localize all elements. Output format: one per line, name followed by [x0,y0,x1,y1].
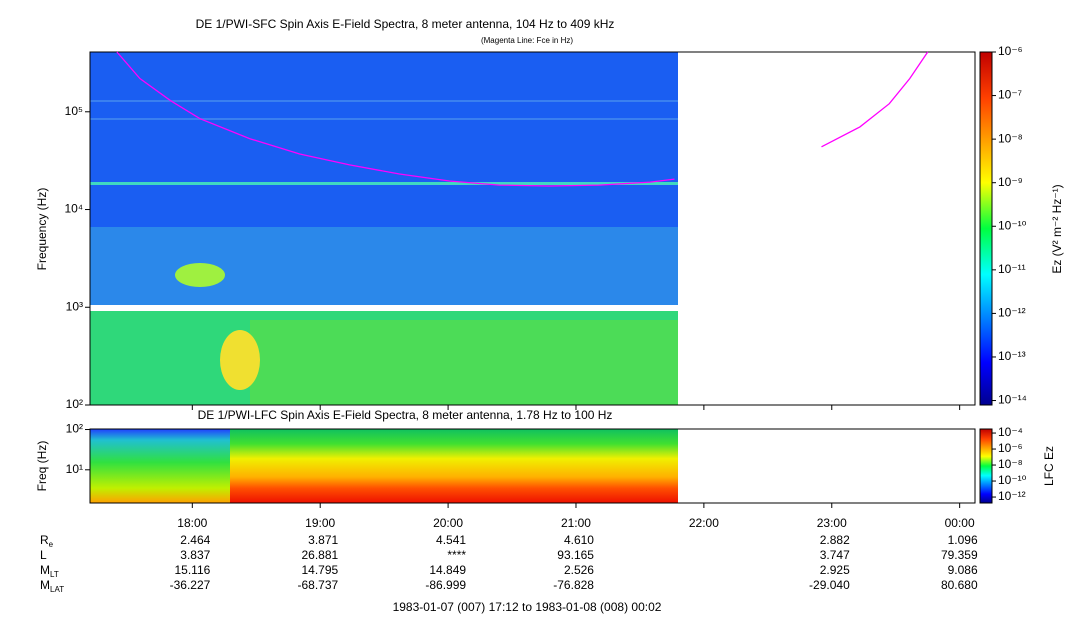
ephemeris-value: 26.881 [301,548,338,562]
ephemeris-value: 3.837 [180,548,210,562]
ephemeris-row-label: Re [40,533,54,549]
ephemeris-value: 2.526 [564,563,594,577]
y-tick-label: 10¹ [66,462,83,476]
ephemeris-value: 2.925 [820,563,850,577]
ephemeris-value: -76.828 [553,578,594,592]
title: DE 1/PWI-SFC Spin Axis E-Field Spectra, … [196,17,615,31]
colorbar-tick-label: 10⁻⁴ [998,425,1023,439]
ephemeris-value: 2.464 [180,533,210,547]
colorbar-tick-label: 10⁻¹⁰ [998,473,1027,487]
ephemeris-value: 3.871 [308,533,338,547]
colorbar-tick-label: 10⁻⁸ [998,131,1023,145]
ephemeris-value: 2.882 [820,533,850,547]
spectrogram-image [90,52,678,503]
colorbar-label: Ez (V² m⁻² Hz⁻¹) [1050,184,1064,273]
y-tick-label: 10⁴ [64,202,83,216]
x-tick-label: 19:00 [305,516,335,530]
ephemeris-value: 14.849 [429,563,466,577]
ephemeris-value: 1.096 [948,533,978,547]
y-axis-label: Frequency (Hz) [35,188,49,271]
ephemeris-value: 9.086 [948,563,978,577]
colorbar-tick-label: 10⁻⁹ [998,175,1023,189]
colorbar-tick-label: 10⁻⁶ [998,44,1023,58]
subtitle: (Magenta Line: Fce in Hz) [481,36,573,45]
row-label: R [40,533,49,547]
fce-line [116,51,929,187]
colorbar-tick-label: 10⁻¹⁴ [998,393,1027,407]
time-range: 1983-01-07 (007) 17:12 to 1983-01-08 (00… [393,600,662,614]
colorbar-tick-label: 10⁻⁷ [998,88,1022,102]
x-tick-label: 20:00 [433,516,463,530]
colorbar-tick-label: 10⁻⁸ [998,457,1023,471]
ephemeris-value: 4.541 [436,533,466,547]
ephemeris-value: -36.227 [170,578,211,592]
ephemeris-value: 4.610 [564,533,594,547]
x-tick-label: 21:00 [561,516,591,530]
ephemeris-value: -68.737 [297,578,338,592]
colorbar-tick-label: 10⁻¹⁰ [998,218,1027,232]
colorbar [979,428,993,504]
ephemeris-row-label: MLT [40,563,59,579]
plot-frame [89,428,976,504]
colorbar-tick-label: 10⁻⁶ [998,441,1023,455]
ephemeris-value: 79.359 [941,548,978,562]
x-tick-label: 18:00 [177,516,207,530]
row-label-sub: LAT [50,585,64,594]
row-label: M [40,563,50,577]
colorbar-tick-label: 10⁻¹² [998,306,1026,320]
ephemeris-row-label: L [40,548,47,562]
row-label: L [40,548,47,562]
colorbar [979,51,993,406]
ephemeris-row-label: MLAT [40,578,64,594]
ephemeris-value: 14.795 [301,563,338,577]
x-tick-label: 23:00 [817,516,847,530]
ephemeris-value: 3.747 [820,548,850,562]
y-tick-label: 10² [66,422,83,436]
x-tick-label: 22:00 [689,516,719,530]
y-tick-label: 10³ [66,299,83,313]
row-label: M [40,578,50,592]
ephemeris-value: -86.999 [425,578,466,592]
colorbar-tick-label: 10⁻¹² [998,489,1026,503]
row-label-sub: e [49,540,54,549]
y-tick-label: 10² [66,397,83,411]
plot-frame [89,51,976,406]
colorbar-tick-label: 10⁻¹¹ [998,262,1026,276]
y-axis-label: Freq (Hz) [35,441,49,492]
colorbar-tick-label: 10⁻¹³ [998,349,1026,363]
ephemeris-value: 80.680 [941,578,978,592]
row-label-sub: LT [50,570,59,579]
ephemeris-value: -29.040 [809,578,850,592]
ephemeris-value: 93.165 [557,548,594,562]
title: DE 1/PWI-LFC Spin Axis E-Field Spectra, … [198,408,613,422]
ephemeris-value: 15.116 [174,563,210,577]
x-tick-label: 00:00 [945,516,975,530]
colorbar-label: LFC Ez [1042,446,1056,486]
ephemeris-value: **** [447,548,466,562]
y-tick-label: 10⁵ [65,104,83,118]
